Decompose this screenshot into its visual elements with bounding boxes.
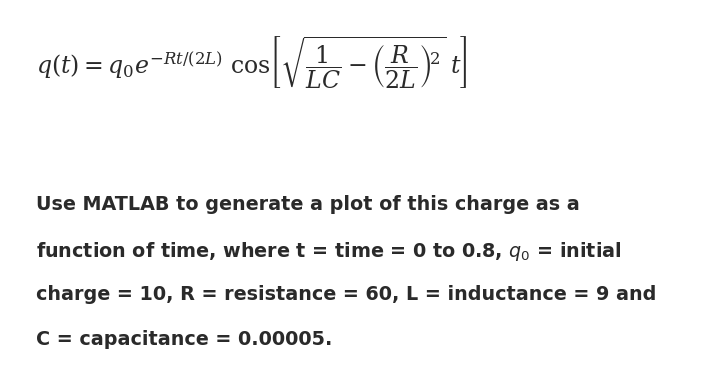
Text: $q(t) = q_0e^{-Rt/(2L)}\ \mathrm{cos}\left[\sqrt{\dfrac{1}{LC}-\left(\dfrac{R}{2: $q(t) = q_0e^{-Rt/(2L)}\ \mathrm{cos}\le… — [36, 34, 467, 90]
Text: charge = 10, R = resistance = 60, L = inductance = 9 and: charge = 10, R = resistance = 60, L = in… — [36, 285, 657, 304]
Text: C = capacitance = 0.00005.: C = capacitance = 0.00005. — [36, 330, 333, 349]
Text: function of time, where t = time = 0 to 0.8, $q_0$ = initial: function of time, where t = time = 0 to … — [36, 240, 621, 263]
Text: Use MATLAB to generate a plot of this charge as a: Use MATLAB to generate a plot of this ch… — [36, 195, 580, 214]
